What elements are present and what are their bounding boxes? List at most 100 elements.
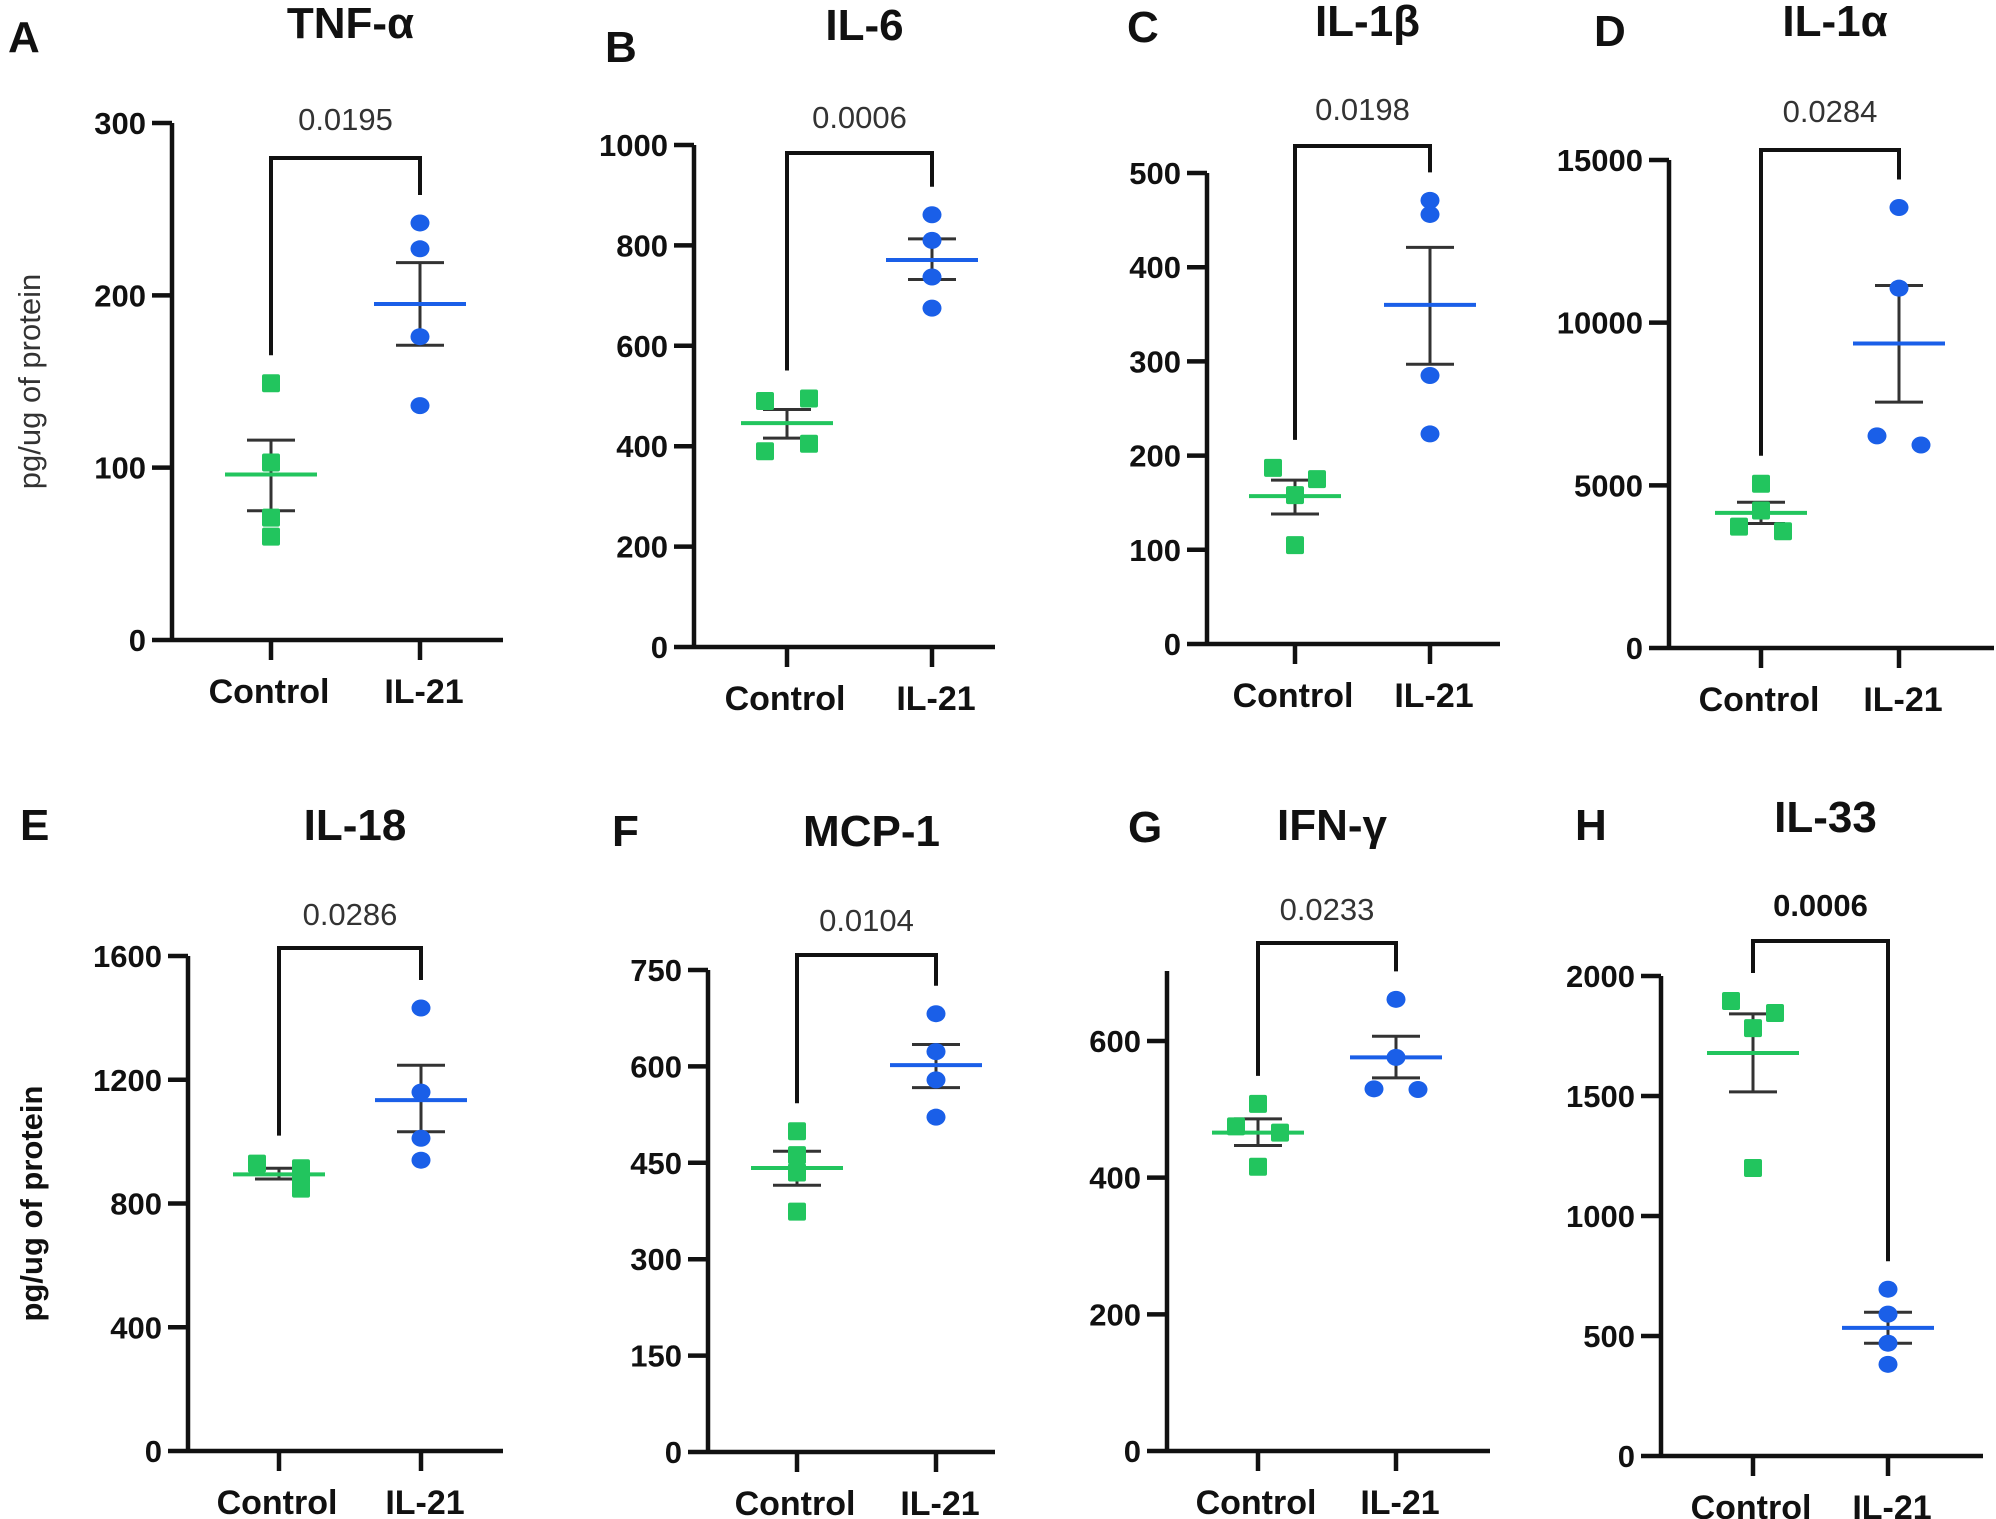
data-point xyxy=(1889,279,1909,297)
panel-letter: D xyxy=(1594,7,1626,56)
data-point xyxy=(1408,1081,1428,1099)
series-control xyxy=(741,389,833,461)
series-il-21 xyxy=(890,1005,982,1126)
data-point xyxy=(800,389,818,408)
panel-b: B IL-6 0 200 400 600 800 1000 Control IL-21 0.0006 xyxy=(599,1,995,718)
data-point xyxy=(1744,1159,1762,1177)
y-tick-label: 300 xyxy=(630,1242,682,1277)
x-tick-label: IL-21 xyxy=(385,1484,464,1519)
y-tick-label: 0 xyxy=(129,623,146,658)
series-il-21 xyxy=(1842,1280,1934,1373)
panel-letter: B xyxy=(605,23,637,72)
data-point xyxy=(1249,1157,1267,1176)
y-tick-label: 0 xyxy=(145,1434,162,1469)
data-point xyxy=(410,328,430,346)
data-point xyxy=(1386,990,1406,1008)
y-tick-label: 400 xyxy=(110,1310,162,1345)
panel-letter: C xyxy=(1127,3,1159,52)
data-point xyxy=(1420,191,1440,209)
series-control xyxy=(1715,474,1807,541)
y-tick-label: 5000 xyxy=(1574,468,1643,503)
p-value-label: 0.0006 xyxy=(812,100,907,135)
data-point xyxy=(1722,991,1740,1010)
y-axis-label: pg/ug of protein xyxy=(14,1086,49,1322)
series-il-21 xyxy=(375,999,467,1169)
panel-title: IL-1β xyxy=(1315,0,1420,46)
data-point xyxy=(411,1083,431,1101)
data-point xyxy=(1364,1080,1384,1098)
y-tick-label: 10000 xyxy=(1557,306,1643,341)
y-tick-label: 200 xyxy=(1129,439,1181,474)
data-point xyxy=(248,1154,266,1173)
y-tick-label: 800 xyxy=(110,1187,162,1222)
data-point xyxy=(1774,522,1792,541)
y-axis-label: pg/ug of protein xyxy=(12,274,47,489)
data-point xyxy=(411,999,431,1017)
series-il-21 xyxy=(1350,990,1442,1099)
y-tick-label: 100 xyxy=(94,451,146,486)
data-point xyxy=(1867,427,1887,445)
data-point xyxy=(1420,367,1440,385)
x-tick-label: Control xyxy=(209,673,330,711)
data-point xyxy=(410,397,430,415)
series-il-21 xyxy=(374,214,466,415)
data-point xyxy=(922,206,942,224)
data-point xyxy=(926,1108,946,1126)
series-control xyxy=(1212,1094,1304,1176)
significance-bracket xyxy=(795,953,938,1104)
x-tick-label: Control xyxy=(217,1484,338,1519)
data-point xyxy=(411,1151,431,1169)
panel-letter: G xyxy=(1128,803,1162,852)
data-point xyxy=(292,1179,310,1198)
y-tick-label: 1200 xyxy=(93,1063,162,1098)
data-point xyxy=(1889,198,1909,216)
y-tick-label: 300 xyxy=(1129,344,1181,379)
p-value-label: 0.0286 xyxy=(303,897,398,932)
x-tick-label: Control xyxy=(1699,681,1820,719)
significance-bracket xyxy=(1751,939,1890,1262)
data-point xyxy=(410,214,430,232)
data-point xyxy=(1911,436,1931,454)
y-tick-label: 2000 xyxy=(1566,959,1635,994)
y-tick-label: 100 xyxy=(1129,533,1181,568)
panel-letter: H xyxy=(1575,801,1607,850)
series-il-21 xyxy=(1853,198,1945,454)
series-control xyxy=(1249,458,1341,555)
series-control xyxy=(1707,991,1799,1177)
y-tick-label: 1000 xyxy=(1566,1199,1635,1234)
data-point xyxy=(1308,470,1326,489)
y-tick-label: 750 xyxy=(630,953,682,988)
data-point xyxy=(756,442,774,461)
panel-title: IL-1α xyxy=(1782,0,1887,46)
x-tick-label: Control xyxy=(1233,677,1354,715)
data-point xyxy=(926,1043,946,1061)
data-point xyxy=(410,240,430,258)
panel-g: G IFN-γ 0 200 400 600 Control IL-21 0.0233 xyxy=(1089,801,1490,1519)
x-tick-label: IL-21 xyxy=(1360,1484,1439,1519)
panel-letter: E xyxy=(20,801,49,850)
series-control xyxy=(233,1154,325,1198)
y-tick-label: 1000 xyxy=(599,128,668,163)
data-point xyxy=(1730,517,1748,536)
y-tick-label: 0 xyxy=(1124,1434,1141,1469)
p-value-label: 0.0195 xyxy=(298,102,393,137)
y-tick-label: 800 xyxy=(616,228,668,263)
data-point xyxy=(922,299,942,317)
data-point xyxy=(926,1071,946,1089)
y-tick-label: 450 xyxy=(630,1146,682,1181)
series-control xyxy=(225,374,317,546)
series-il-21 xyxy=(1384,191,1476,443)
x-tick-label: Control xyxy=(725,680,846,718)
panel-letter: A xyxy=(8,13,40,62)
data-point xyxy=(262,527,280,546)
y-tick-label: 300 xyxy=(94,106,146,141)
p-value-label: 0.0198 xyxy=(1315,92,1410,127)
p-value-label: 0.0104 xyxy=(819,903,914,938)
data-point xyxy=(1264,458,1282,477)
panel-e: E IL-18 pg/ug of protein 0 400 800 1200 1600 Con… xyxy=(14,801,503,1519)
series-il-21 xyxy=(886,206,978,317)
x-tick-label: Control xyxy=(1691,1489,1812,1519)
significance-bracket xyxy=(785,151,934,371)
data-point xyxy=(262,508,280,527)
x-tick-label: IL-21 xyxy=(1852,1489,1931,1519)
